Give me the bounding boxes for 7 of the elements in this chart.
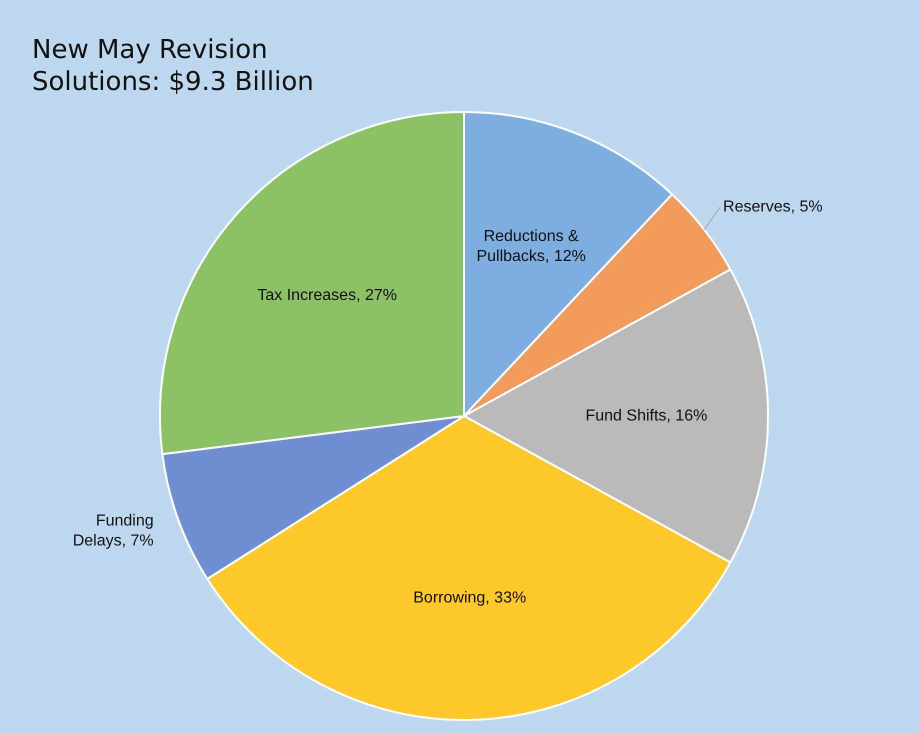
chart-title: New May Revision Solutions: $9.3 Billion: [32, 34, 315, 98]
slice-label: Reductions & Pullbacks, 12%: [476, 228, 586, 265]
slice-label: Funding Delays, 7%: [72, 512, 154, 550]
slice-label: Fund Shifts, 16%: [585, 407, 708, 424]
slice-label: Reserves, 5%: [723, 198, 823, 216]
slice-label: Tax Increases, 27%: [257, 286, 397, 304]
slice-label: Borrowing, 33%: [413, 590, 526, 607]
